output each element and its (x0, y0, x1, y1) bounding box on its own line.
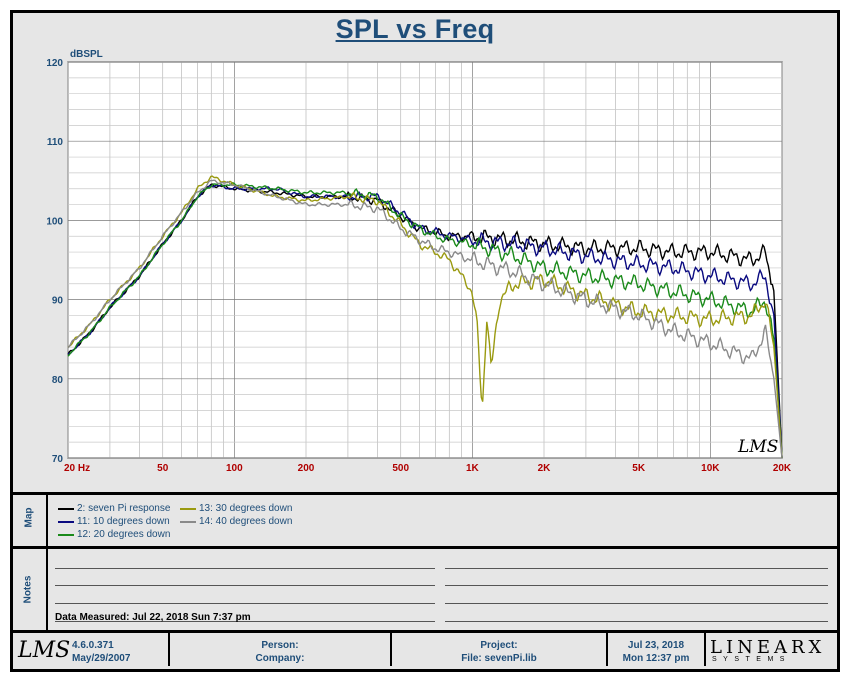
legend-item-30-degrees: 13: 30 degrees down (180, 503, 292, 514)
notes-line (445, 568, 828, 569)
footer-separator (168, 632, 170, 666)
lms-watermark: LMS (737, 437, 778, 457)
x-tick-label: 200 (298, 463, 315, 474)
x-tick-label: 100 (226, 463, 243, 474)
legend-text: 11: 10 degrees down (77, 516, 170, 527)
y-axis-label: dBSPL (70, 49, 103, 60)
chart-title: SPL vs Freq (335, 14, 495, 44)
x-tick-label: 5K (632, 463, 646, 474)
legend-swatch (180, 520, 196, 523)
notes-line (445, 603, 828, 604)
legend-item-20-degrees: 12: 20 degrees down (58, 529, 170, 540)
series-line-2 (67, 184, 783, 459)
legend-swatch (58, 520, 74, 523)
footer-date: Jul 23, 2018 (627, 640, 685, 651)
lms-logo: LMS (18, 638, 71, 663)
person-label: Person: (261, 640, 299, 651)
y-tick-label: 90 (52, 296, 64, 307)
company-label: Company: (255, 653, 305, 664)
y-tick-label: 100 (46, 216, 63, 227)
legend-swatch (58, 533, 74, 536)
footer-time: Mon 12:37 pm (622, 653, 690, 664)
notes-line (445, 585, 828, 586)
legend-text: 14: 40 degrees down (199, 516, 293, 527)
notes-line (55, 568, 435, 569)
map-top-border (10, 492, 840, 495)
linearx-logo: LINEARX (710, 637, 826, 658)
version-date: May/29/2007 (72, 653, 131, 664)
y-tick-label: 120 (46, 58, 63, 69)
y-tick-label: 110 (47, 137, 64, 148)
legend-text: 2: seven Pi response (77, 503, 171, 514)
series-line-5 (67, 179, 783, 459)
x-tick-label: 500 (392, 463, 409, 474)
project-label: Project: (480, 640, 518, 651)
x-tick-label: 2K (538, 463, 552, 474)
data-measured-text: Data Measured: Jul 22, 2018 Sun 7:37 pm (55, 612, 251, 623)
x-tick-label: 10K (701, 463, 720, 474)
x-tick-label: 20K (773, 463, 792, 474)
notes-line (55, 603, 435, 604)
x-tick-label: 1K (466, 463, 480, 474)
version-number: 4.6.0.371 (72, 640, 114, 651)
plot-area (67, 61, 783, 459)
tick-labels: 70 80 90 100 110 120 20 Hz 50 100 200 500 1K 2K 5K 10K… (46, 58, 792, 474)
footer-separator (606, 632, 608, 666)
notes-line (445, 621, 828, 622)
map-label: Map (23, 507, 35, 528)
x-tick-label: 20 Hz (64, 463, 90, 474)
y-tick-label: 80 (52, 375, 64, 386)
y-tick-label: 70 (52, 454, 64, 465)
footer-top-border (10, 630, 840, 633)
legend-text: 12: 20 degrees down (77, 529, 171, 540)
legend-swatch (180, 507, 196, 510)
file-label: File: sevenPi.lib (461, 653, 537, 664)
x-tick-label: 50 (157, 463, 169, 474)
series-line-4 (67, 175, 783, 459)
legend-item-seven-pi: 2: seven Pi response (58, 503, 170, 514)
legend-item-40-degrees: 14: 40 degrees down (180, 516, 292, 527)
footer-separator (704, 632, 706, 666)
notes-top-border (10, 546, 840, 549)
linearx-subtitle: SYSTEMS (712, 656, 791, 663)
series-group (67, 175, 783, 459)
legend-swatch (58, 507, 74, 510)
map-separator (46, 494, 48, 546)
notes-line (55, 585, 435, 586)
footer-separator (390, 632, 392, 666)
notes-line (55, 621, 435, 622)
legend-text: 13: 30 degrees down (199, 503, 293, 514)
legend-item-10-degrees: 11: 10 degrees down (58, 516, 170, 527)
notes-separator (46, 548, 48, 630)
series-line-3 (67, 182, 783, 459)
notes-label: Notes (22, 575, 34, 604)
